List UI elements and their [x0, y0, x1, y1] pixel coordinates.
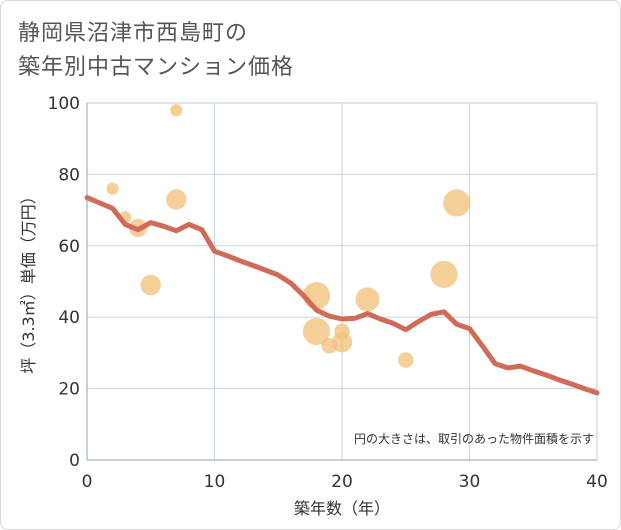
average-price-line: [84, 195, 600, 396]
x-tick-label: 0: [82, 472, 93, 492]
bubble-point: [140, 274, 161, 296]
title-line-1: 静岡県沼津市西島町の: [18, 21, 249, 46]
bubble-point: [170, 104, 183, 117]
bubble-point: [430, 260, 458, 288]
x-tick-label: 40: [586, 472, 608, 492]
y-axis-label: 坪（3.3㎡）単価（万円）: [19, 188, 38, 373]
chart-title: 静岡県沼津市西島町の 築年別中古マンション価格: [18, 17, 294, 85]
bubble-point: [302, 317, 331, 346]
bubble-point: [106, 182, 119, 195]
x-tick-label: 30: [459, 472, 481, 492]
y-tick-label: 0: [69, 451, 80, 471]
x-axis-ticks: 0 10 20 30 40: [82, 472, 608, 492]
average-line-series: [84, 195, 600, 396]
x-tick-label: 20: [331, 472, 353, 492]
x-tick-label: 10: [204, 472, 226, 492]
bubble-point: [397, 352, 414, 368]
x-axis-label: 築年数（年）: [294, 499, 390, 518]
grid-lines: [86, 103, 597, 461]
y-tick-label: 60: [58, 237, 80, 257]
bubble-series: [106, 104, 471, 368]
y-tick-label: 40: [58, 308, 80, 328]
y-axis-ticks: 0 20 40 60 80 100: [48, 94, 80, 471]
y-tick-label: 100: [48, 94, 80, 114]
bubble-point: [166, 189, 187, 210]
bubble-point: [355, 287, 380, 312]
title-line-2: 築年別中古マンション価格: [18, 55, 295, 80]
bubble-point: [443, 189, 471, 217]
size-note: 円の大きさは、取引のあった物件面積を示す: [354, 431, 594, 446]
y-tick-label: 20: [58, 380, 80, 400]
bubble-point: [334, 323, 350, 340]
y-tick-label: 80: [58, 165, 80, 185]
